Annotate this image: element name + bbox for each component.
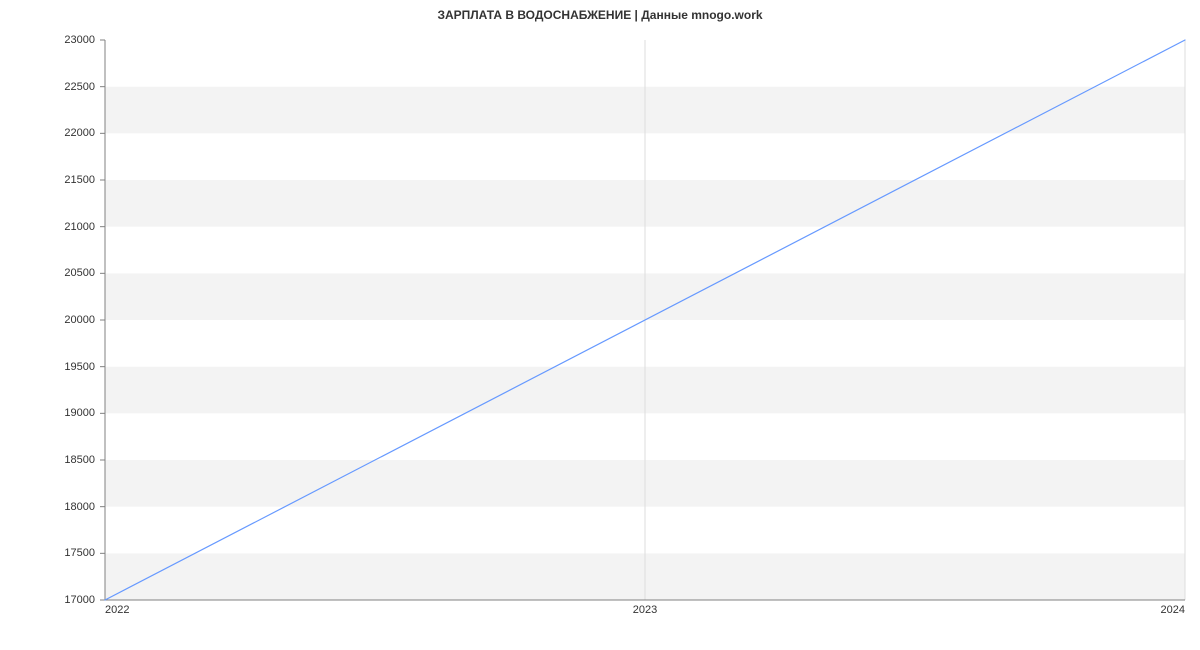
plot-area <box>105 40 1185 600</box>
salary-chart: ЗАРПЛАТА В ВОДОСНАБЖЕНИЕ | Данные mnogo.… <box>0 0 1200 650</box>
y-tick-label: 22000 <box>0 127 95 139</box>
y-tick-label: 20000 <box>0 314 95 326</box>
x-tick-label: 2024 <box>1155 604 1185 616</box>
x-tick-label: 2023 <box>633 604 657 616</box>
x-tick-label: 2022 <box>105 604 129 616</box>
y-tick-label: 19500 <box>0 361 95 373</box>
y-tick-label: 22500 <box>0 81 95 93</box>
chart-title: ЗАРПЛАТА В ВОДОСНАБЖЕНИЕ | Данные mnogo.… <box>0 8 1200 22</box>
y-tick-label: 23000 <box>0 34 95 46</box>
y-tick-label: 20500 <box>0 267 95 279</box>
y-tick-label: 17000 <box>0 594 95 606</box>
y-tick-label: 21000 <box>0 221 95 233</box>
y-tick-label: 17500 <box>0 547 95 559</box>
y-tick-label: 21500 <box>0 174 95 186</box>
plot-svg <box>105 40 1185 600</box>
y-tick-label: 18000 <box>0 501 95 513</box>
y-tick-label: 19000 <box>0 407 95 419</box>
y-tick-label: 18500 <box>0 454 95 466</box>
